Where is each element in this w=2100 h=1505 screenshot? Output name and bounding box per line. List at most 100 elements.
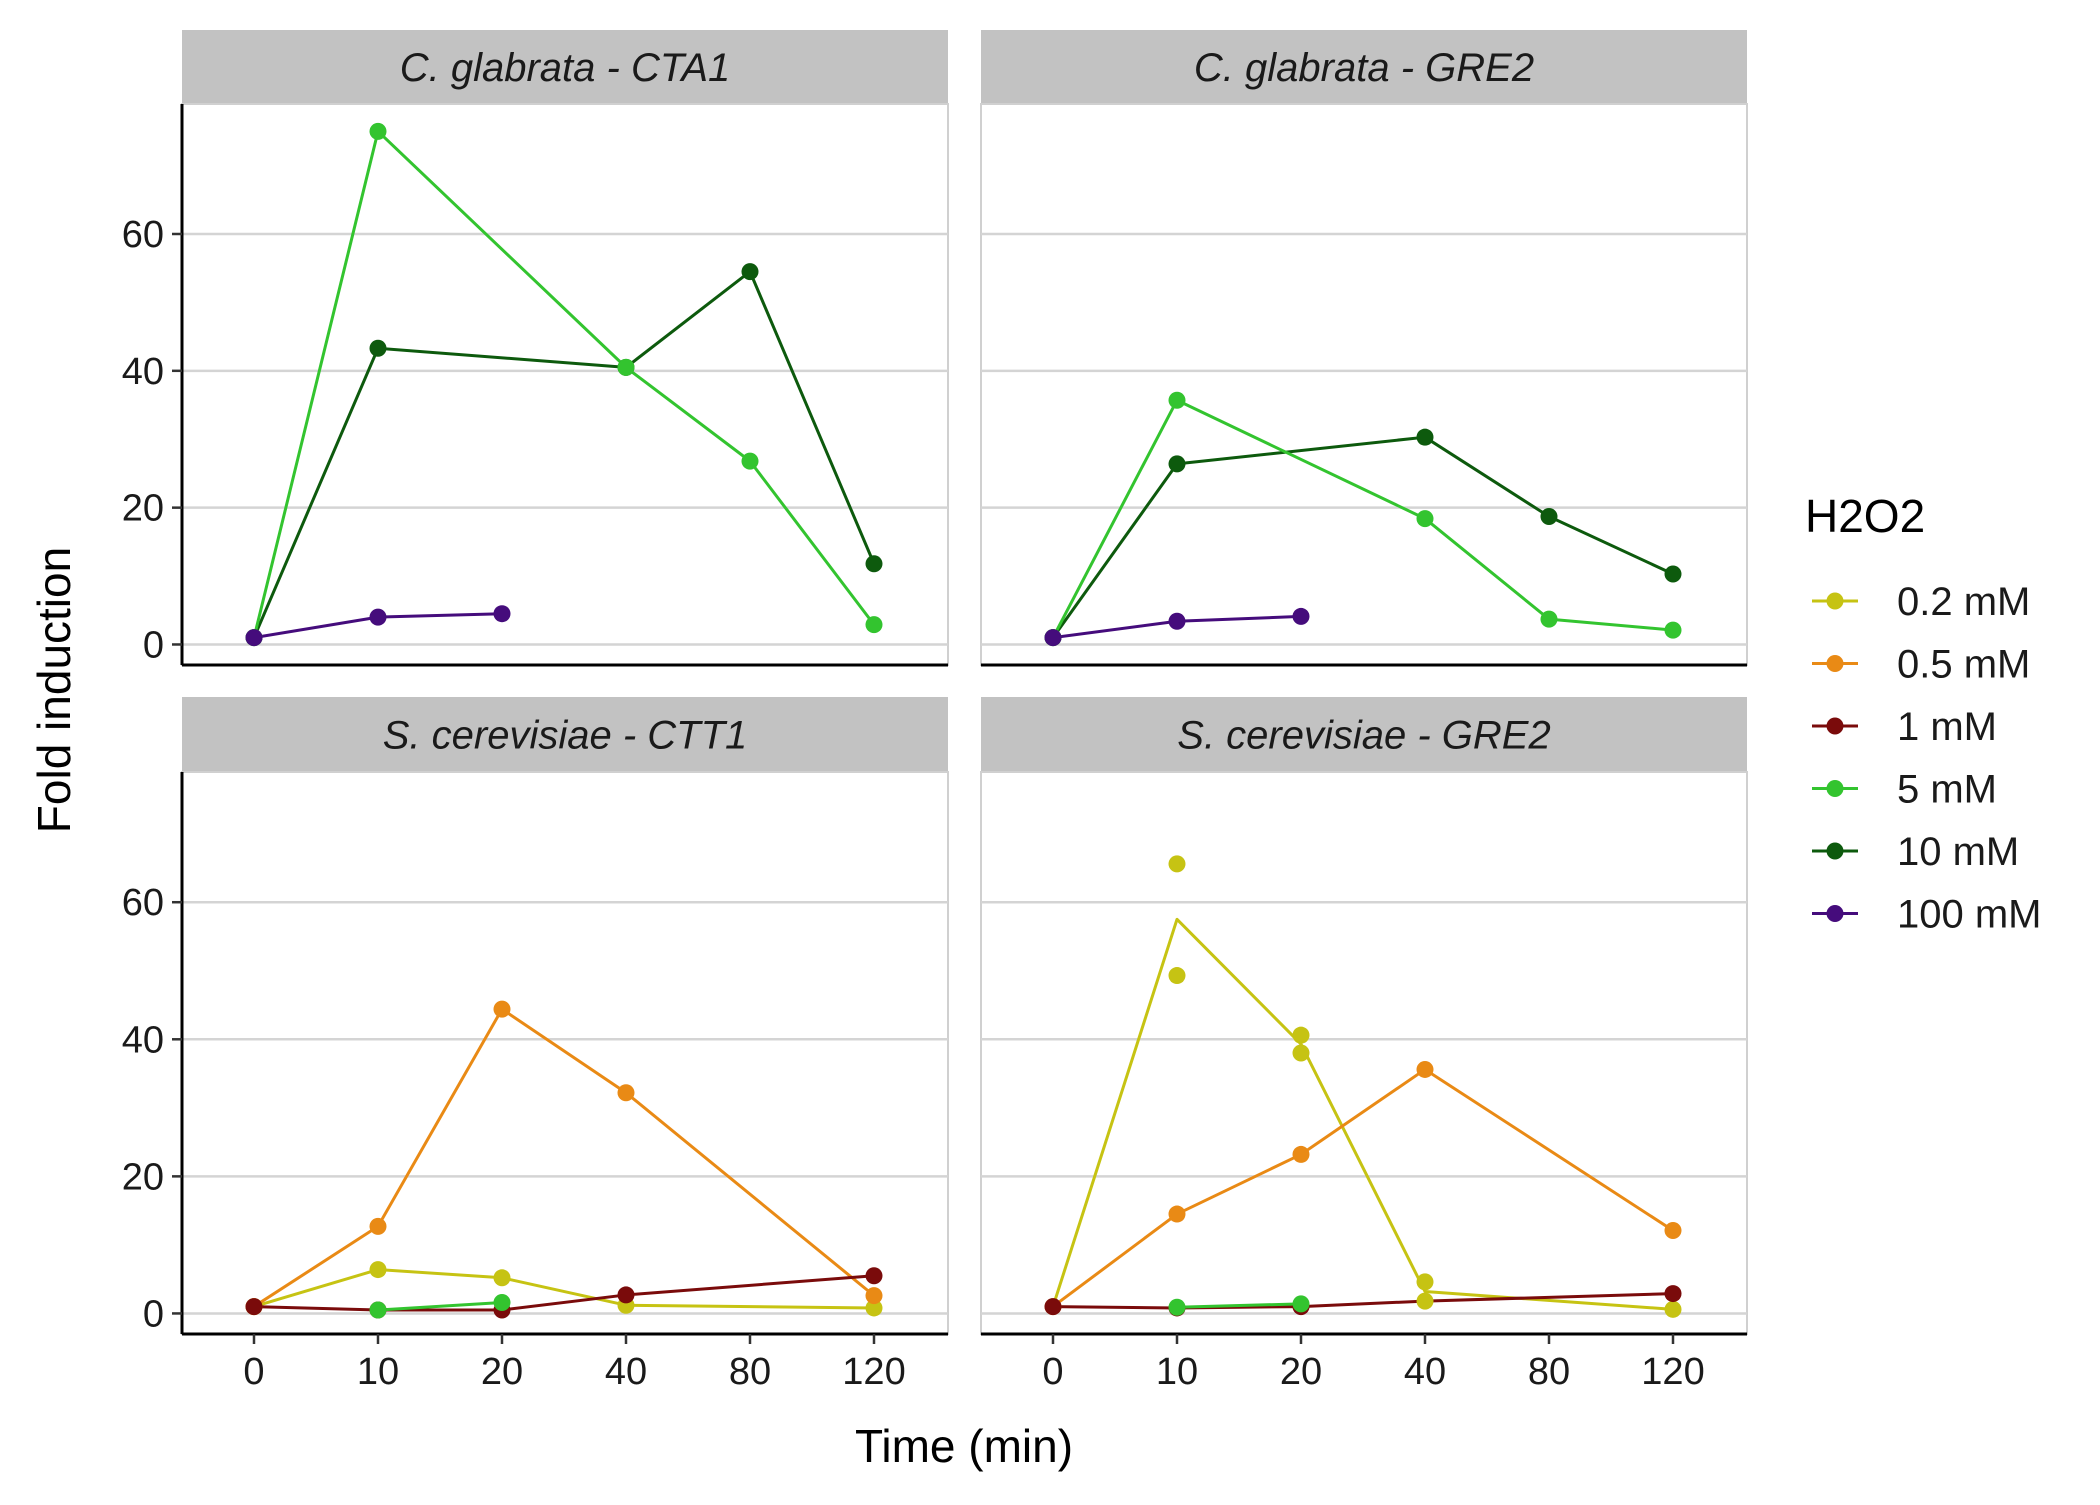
data-point xyxy=(1416,510,1434,528)
data-point xyxy=(1416,1273,1434,1291)
data-point xyxy=(1292,1026,1310,1044)
data-point xyxy=(493,1293,511,1311)
y-tick-label: 20 xyxy=(122,488,164,530)
data-point xyxy=(1044,1298,1062,1316)
data-point xyxy=(865,1287,883,1305)
legend: H2O2 0.2 mM 0.5 mM 1 mM 5 mM 10 mM 100 mM xyxy=(1805,490,2042,937)
x-axis-title: Time (min) xyxy=(855,1420,1073,1472)
data-point xyxy=(1168,612,1186,630)
legend-key-point xyxy=(1826,780,1844,797)
x-tick-label: 40 xyxy=(605,1351,647,1393)
series-line-5-mM xyxy=(377,1300,503,1312)
panel-border xyxy=(980,103,1748,666)
legend-key-point xyxy=(1826,655,1844,672)
facet-strip xyxy=(182,30,948,104)
x-tick-label: 20 xyxy=(481,1351,523,1393)
data-point xyxy=(369,339,387,357)
y-axis-title: Fold induction xyxy=(28,547,80,833)
facet-strip-title: S. cerevisiae - CTT1 xyxy=(383,714,748,758)
data-point xyxy=(1416,1060,1434,1078)
legend-key-point xyxy=(1826,905,1844,922)
data-point xyxy=(1540,508,1558,526)
x-tick-label: 0 xyxy=(1042,1351,1063,1393)
facet-strip xyxy=(182,697,948,772)
data-point xyxy=(1168,455,1186,473)
data-point xyxy=(369,608,387,626)
facet-panels: C. glabrata - CTA1 0 20 40 60 C. glabrata - G… xyxy=(122,30,1748,1393)
data-point xyxy=(369,1217,387,1235)
data-point xyxy=(245,1298,263,1316)
legend-key-point xyxy=(1826,592,1844,610)
x-tick-label: 40 xyxy=(1404,1351,1446,1393)
data-point xyxy=(493,1000,511,1018)
facet-panel-2: C. glabrata - GRE2 xyxy=(980,30,1748,667)
y-tick-label: 0 xyxy=(143,624,164,666)
data-point xyxy=(369,122,387,140)
x-tick-label: 80 xyxy=(1528,1351,1570,1393)
x-tick-label: 10 xyxy=(357,1351,399,1393)
data-point xyxy=(1416,428,1434,446)
data-point xyxy=(1664,1222,1682,1240)
facet-panel-4: S. cerevisiae - GRE2 0 10 20 40 80 120 xyxy=(980,697,1748,1393)
data-point xyxy=(741,452,759,470)
data-point xyxy=(1664,1300,1682,1318)
facet-panel-3: S. cerevisiae - CTT1 0 20 40 60 0 10 20 40 80 120 xyxy=(122,697,949,1393)
data-point xyxy=(617,1286,635,1304)
y-tick-label: 0 xyxy=(143,1293,164,1335)
x-tick-label: 20 xyxy=(1280,1351,1322,1393)
y-tick-label: 20 xyxy=(122,1156,164,1198)
facet-strip xyxy=(981,697,1747,772)
panel-border xyxy=(181,103,949,666)
data-point xyxy=(1664,1285,1682,1303)
x-tick-label: 80 xyxy=(729,1351,771,1393)
data-point xyxy=(369,1301,387,1319)
y-tick-label: 60 xyxy=(122,214,164,256)
data-point xyxy=(369,1261,387,1279)
series-line-5-mM xyxy=(1176,1302,1302,1309)
data-point xyxy=(1292,1295,1310,1313)
facet-strip-title: C. glabrata - GRE2 xyxy=(1194,46,1534,90)
data-point xyxy=(1292,1145,1310,1163)
data-point xyxy=(1168,1298,1186,1316)
data-point xyxy=(865,1299,883,1317)
data-point xyxy=(1540,610,1558,628)
x-tick-label: 0 xyxy=(243,1351,264,1393)
data-point xyxy=(493,1269,511,1287)
facet-strip-title: S. cerevisiae - GRE2 xyxy=(1177,714,1550,758)
data-point xyxy=(1168,391,1186,409)
x-tick-label: 120 xyxy=(1641,1351,1704,1393)
facet-strip-title: C. glabrata - CTA1 xyxy=(400,46,731,90)
data-point xyxy=(1168,967,1186,985)
data-point xyxy=(1292,1044,1310,1062)
data-point xyxy=(493,605,511,623)
legend-entry-label: 10 mM xyxy=(1897,830,2019,874)
data-point xyxy=(1416,1292,1434,1310)
data-point xyxy=(1292,607,1310,625)
data-point xyxy=(1168,855,1186,873)
legend-entry-label: 1 mM xyxy=(1897,705,1997,749)
data-point xyxy=(865,555,883,573)
y-tick-label: 60 xyxy=(122,882,164,924)
legend-key-point xyxy=(1826,717,1844,735)
x-tick-label: 120 xyxy=(842,1351,905,1393)
data-point xyxy=(1168,1205,1186,1223)
facet-strip xyxy=(981,30,1747,104)
legend-entry-label: 0.2 mM xyxy=(1897,580,2030,624)
data-point xyxy=(1664,621,1682,639)
data-point xyxy=(617,1084,635,1102)
facet-panel-1: C. glabrata - CTA1 0 20 40 60 xyxy=(122,30,949,667)
panel-border xyxy=(980,771,1748,1335)
legend-title: H2O2 xyxy=(1805,490,1925,542)
legend-entry-label: 0.5 mM xyxy=(1897,643,2030,687)
legend-key-point xyxy=(1826,842,1844,860)
data-point xyxy=(741,263,759,281)
y-tick-label: 40 xyxy=(122,351,164,393)
data-point xyxy=(617,358,635,376)
data-point xyxy=(1044,629,1062,647)
x-tick-label: 10 xyxy=(1156,1351,1198,1393)
legend-entry-label: 5 mM xyxy=(1897,768,1997,812)
data-point xyxy=(245,629,263,647)
data-point xyxy=(1664,565,1682,583)
